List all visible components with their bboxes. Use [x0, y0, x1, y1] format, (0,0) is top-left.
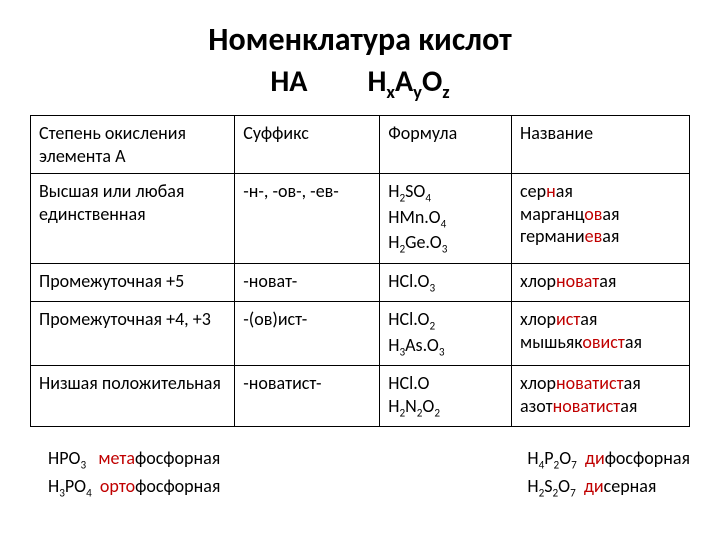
cell-oxidation: Высшая или любая единственная: [31, 174, 235, 264]
cell-formula: HCl.O3: [380, 263, 512, 302]
cell-formula: HCl.OH2N2O2: [380, 366, 512, 427]
cell-formula: HCl.O2H3As.O3: [380, 302, 512, 366]
example-name: дисерная: [584, 475, 657, 497]
table-row: Низшая положительная -новатист- HCl.OH2N…: [31, 366, 690, 427]
footer-examples: HPO3 метафосфорная H3PO4 ортофосфорная H…: [30, 445, 690, 501]
example-formula: H2S2O7: [527, 475, 575, 497]
example-formula: H3PO4: [48, 475, 92, 497]
table-header-row: Степень окисления элемента А Суффикс Фор…: [31, 116, 690, 174]
example-formula: H4P2O7: [527, 447, 576, 469]
cell-suffix: -новат-: [235, 263, 380, 302]
footer-left: HPO3 метафосфорная H3PO4 ортофосфорная: [30, 445, 220, 501]
cell-name: хлористаямышьяковистая: [512, 302, 690, 366]
acid-nomenclature-table: Степень окисления элемента А Суффикс Фор…: [30, 115, 690, 427]
page-title: Номенклатура кислот: [30, 20, 690, 59]
header-oxidation: Степень окисления элемента А: [31, 116, 235, 174]
footer-right: H4P2O7 дифосфорная H2S2O7 дисерная: [527, 445, 690, 501]
header-formula: Формула: [380, 116, 512, 174]
example-name: ортофосфорная: [100, 475, 221, 497]
example-name: дифосфорная: [585, 447, 690, 469]
example-line: H4P2O7 дифосфорная: [527, 445, 690, 473]
cell-name: хлорноватая: [512, 263, 690, 302]
cell-suffix: -новатист-: [235, 366, 380, 427]
cell-suffix: -н-, -ов-, -ев-: [235, 174, 380, 264]
table-row: Высшая или любая единственная -н-, -ов-,…: [31, 174, 690, 264]
cell-formula: H2SO4HMn.O4H2Ge.O3: [380, 174, 512, 264]
cell-name: сернаямарганцоваягерманиевая: [512, 174, 690, 264]
cell-oxidation: Промежуточная +5: [31, 263, 235, 302]
cell-name: хлорноватистаяазотноватистая: [512, 366, 690, 427]
cell-oxidation: Промежуточная +4, +3: [31, 302, 235, 366]
subtitle-right: HxAyOz: [367, 63, 449, 100]
example-line: H2S2O7 дисерная: [527, 473, 690, 501]
subtitle-left: HA: [270, 63, 307, 100]
page-subtitle: HA HxAyOz: [30, 63, 690, 103]
cell-suffix: -(ов)ист-: [235, 302, 380, 366]
example-formula: HPO3: [48, 447, 86, 469]
cell-oxidation: Низшая положительная: [31, 366, 235, 427]
example-line: H3PO4 ортофосфорная: [48, 473, 220, 501]
example-name: метафосфорная: [98, 447, 220, 469]
header-suffix: Суффикс: [235, 116, 380, 174]
example-line: HPO3 метафосфорная: [48, 445, 220, 473]
table-row: Промежуточная +4, +3 -(ов)ист- HCl.O2H3A…: [31, 302, 690, 366]
header-name: Название: [512, 116, 690, 174]
table-row: Промежуточная +5 -новат- HCl.O3 хлорнова…: [31, 263, 690, 302]
